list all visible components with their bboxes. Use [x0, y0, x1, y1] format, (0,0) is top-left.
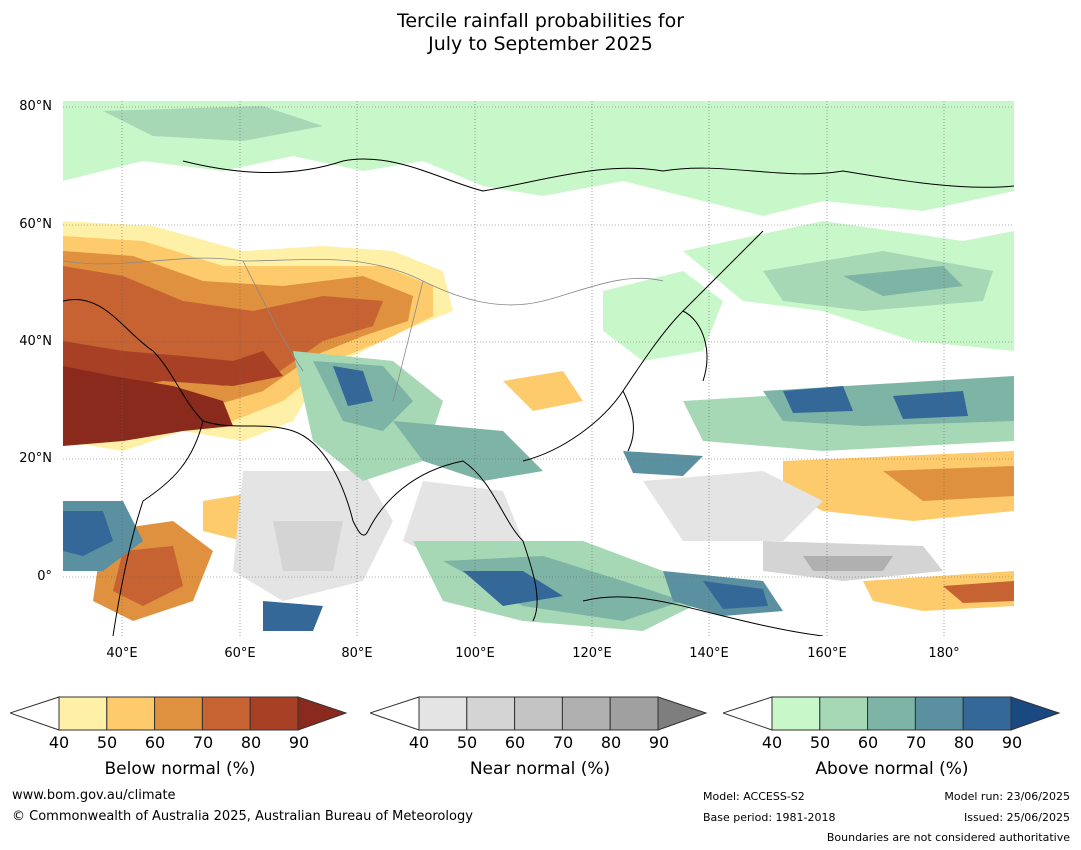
colorbar-label-below: Below normal (%) [104, 759, 256, 779]
cb-near-tick: 40 [408, 733, 430, 752]
model-name: Model: ACCESS-S2 [703, 790, 805, 803]
colorbar-cell [201, 696, 251, 731]
colorbar-cell [867, 696, 916, 731]
above-normal-regions-south [63, 351, 1014, 631]
above-normal-regions-north [63, 101, 1014, 361]
boundaries-disclaimer: Boundaries are not considered authoritat… [826, 831, 1070, 844]
colorbar-cell [154, 696, 203, 731]
lon-label-60e: 60°E [224, 646, 256, 661]
colorbar-cell [514, 696, 563, 731]
map-title-line1: Tercile rainfall probabilities for [396, 10, 685, 32]
cb-above-tick: 70 [905, 733, 927, 752]
colorbar-below-normal [10, 696, 348, 731]
lon-label-100e: 100°E [455, 646, 495, 661]
cb-below-tick: 60 [144, 733, 166, 752]
cb-below-tick: 50 [96, 733, 118, 752]
colorbar-cell [819, 696, 869, 731]
model-run-date: Model run: 23/06/2025 [944, 790, 1070, 803]
colorbar-near-normal [370, 696, 708, 731]
below-normal-regions [63, 221, 1014, 621]
cb-above-tick: 40 [761, 733, 783, 752]
cb-above-tick: 50 [809, 733, 831, 752]
near-normal-regions [233, 471, 943, 601]
issued-date: Issued: 25/06/2025 [963, 811, 1070, 824]
colorbar-cell [561, 696, 611, 731]
cb-above-tick: 80 [953, 733, 975, 752]
cb-above-tick: 60 [857, 733, 879, 752]
lat-label-20n: 20°N [19, 451, 52, 466]
colorbar-label-near: Near normal (%) [469, 759, 611, 779]
map-gridlines [63, 101, 1014, 636]
colorbar-label-above: Above normal (%) [815, 759, 969, 779]
rainfall-probability-map [63, 101, 1014, 636]
colorbar-cell [249, 696, 299, 731]
cb-near-tick: 80 [600, 733, 622, 752]
cb-below-tick: 80 [240, 733, 262, 752]
lon-label-40e: 40°E [106, 646, 138, 661]
lon-label-120e: 120°E [572, 646, 612, 661]
colorbar-cell [609, 696, 659, 731]
cb-near-tick: 90 [648, 733, 670, 752]
copyright: © Commonwealth of Australia 2025, Austra… [12, 809, 473, 824]
coastlines [63, 158, 1014, 636]
colorbar-cell [771, 696, 821, 731]
cb-below-tick: 70 [192, 733, 214, 752]
lat-label-60n: 60°N [19, 217, 52, 232]
cb-below-tick: 90 [288, 733, 310, 752]
website-link[interactable]: www.bom.gov.au/climate [12, 788, 176, 803]
cb-near-tick: 70 [552, 733, 574, 752]
lon-label-180: 180° [928, 646, 960, 661]
colorbar-cell [466, 696, 516, 731]
base-period: Base period: 1981-2018 [703, 811, 836, 824]
colorbar-above-normal [723, 696, 1061, 731]
colorbar-cell [962, 696, 1012, 731]
country-borders [63, 257, 664, 402]
cb-below-tick: 40 [48, 733, 70, 752]
cb-above-tick: 90 [1001, 733, 1023, 752]
lat-label-0: 0° [37, 569, 52, 584]
colorbar-cell [418, 696, 468, 731]
cb-near-tick: 60 [504, 733, 526, 752]
lon-label-140e: 140°E [689, 646, 729, 661]
lon-label-80e: 80°E [341, 646, 373, 661]
map-title-line2: July to September 2025 [428, 33, 653, 55]
cb-near-tick: 50 [456, 733, 478, 752]
lat-label-80n: 80°N [19, 99, 52, 114]
colorbar-cell [106, 696, 156, 731]
lat-label-40n: 40°N [19, 334, 52, 349]
colorbar-cell [914, 696, 964, 731]
colorbar-cell [58, 696, 108, 731]
lon-label-160e: 160°E [807, 646, 847, 661]
